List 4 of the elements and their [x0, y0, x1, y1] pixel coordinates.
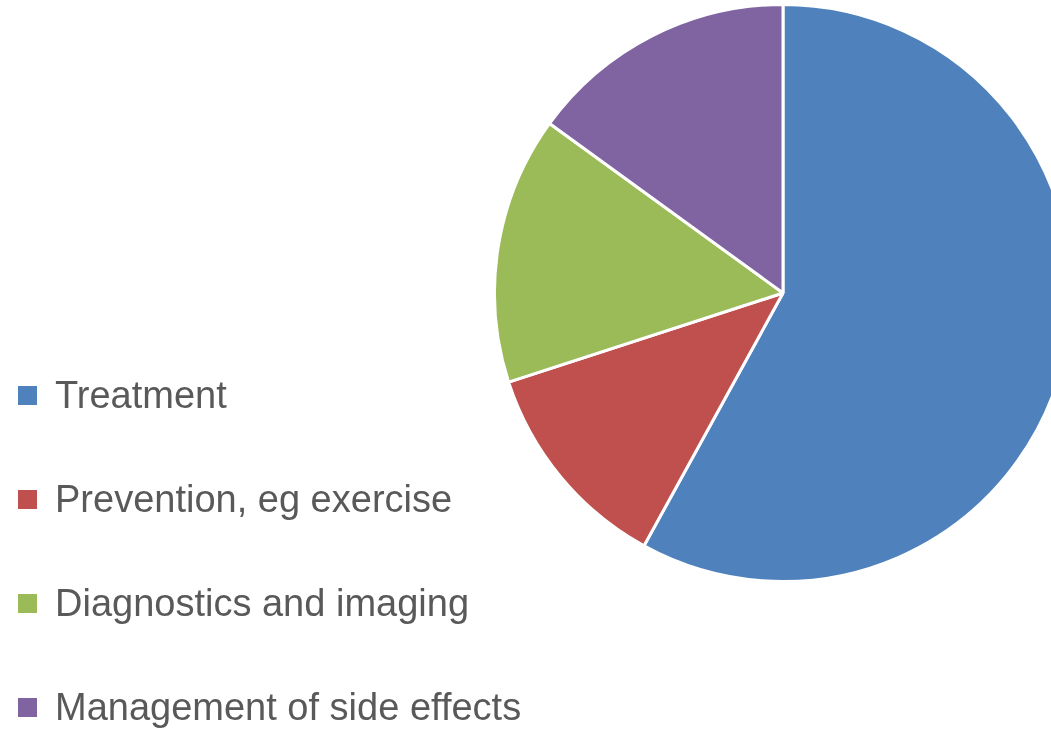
- legend-label: Diagnostics and imaging: [55, 581, 470, 625]
- legend-label: Treatment: [55, 373, 227, 417]
- legend-label: Prevention, eg exercise: [55, 477, 453, 521]
- legend-label: Management of side effects: [55, 685, 522, 729]
